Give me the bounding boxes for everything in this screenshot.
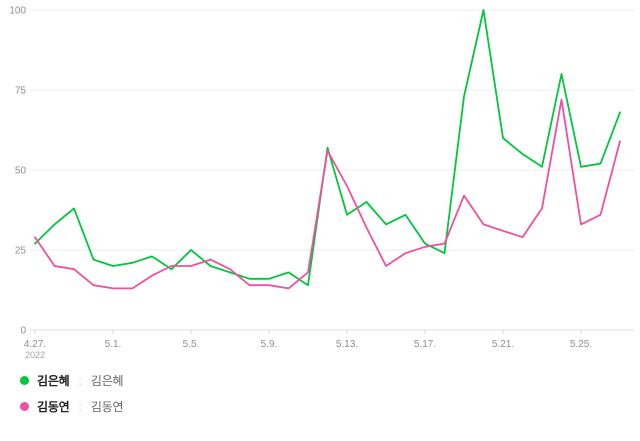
y-axis-tick-label: 50 <box>15 166 27 177</box>
y-axis-tick-label: 100 <box>9 6 26 17</box>
legend-separator: : <box>78 373 82 388</box>
series-line-0[interactable] <box>34 9 621 287</box>
legend-separator: : <box>78 399 82 414</box>
legend-series-name: 김은혜 <box>37 374 70 388</box>
legend-item[interactable]: 김동연 : 김동연 <box>20 398 640 415</box>
y-axis-tick-label: 0 <box>20 326 26 337</box>
legend-series-value: 김동연 <box>90 400 124 414</box>
x-axis-tick-label: 4.27. <box>24 339 46 350</box>
x-axis-tick-label: 5.25. <box>570 339 592 350</box>
chart-legend: 김은혜 : 김은혜 김동연 : 김동연 <box>20 372 640 415</box>
x-axis-tick-label: 5.9. <box>261 339 278 350</box>
series-line-1[interactable] <box>34 98 621 290</box>
trend-line-chart[interactable]: 0 25 50 75 100 4.27. 2022 5.1. 5.5. 5.9. 5.13. 5.17… <box>0 0 640 360</box>
x-axis-tick-label: 5.21. <box>492 339 514 350</box>
chart-canvas[interactable]: 0 25 50 75 100 4.27.2022 5.1. 5.5. 5.9. 5.13. 5.17… <box>0 0 640 360</box>
x-axis-tick-label: 5.13. <box>336 339 358 350</box>
legend-series-value: 김은혜 <box>90 374 124 388</box>
x-axis-tick-label: 5.5. <box>183 339 200 350</box>
x-axis-tick-label: 5.17. <box>414 339 436 350</box>
series-color-dot-icon <box>20 376 29 385</box>
y-axis-tick-label: 25 <box>15 246 27 257</box>
x-axis-tick-label: 5.1. <box>105 339 122 350</box>
x-axis-year-label: 2022 <box>25 350 45 360</box>
legend-series-name: 김동연 <box>37 400 70 414</box>
y-axis-tick-label: 75 <box>15 86 27 97</box>
legend-item[interactable]: 김은혜 : 김은혜 <box>20 372 640 389</box>
series-color-dot-icon <box>20 402 29 411</box>
